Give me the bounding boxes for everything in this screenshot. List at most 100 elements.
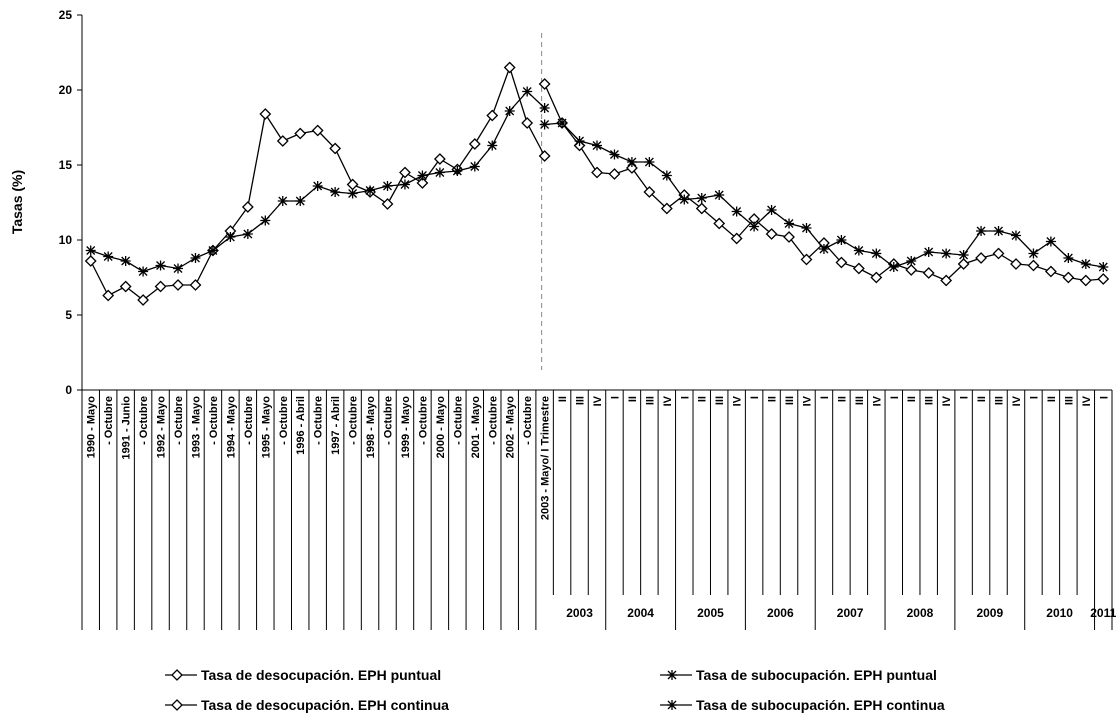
x-tick-label: 1993 - Mayo [190,396,202,459]
point [923,247,934,257]
x-tick-label: 1996 - Abril [295,396,307,455]
x-tick-label: - Octubre [138,396,150,445]
point [992,247,1005,260]
x-tick-label: II [836,396,848,402]
point [486,109,499,122]
point [503,61,516,74]
point [643,186,656,198]
point [609,149,620,160]
point [330,187,341,197]
x-tick-label: 2003 - Mayo/ I Trimestre [540,396,552,520]
point [346,178,359,191]
point [1027,259,1040,272]
x-tick-label: IV [592,395,604,406]
x-tick-label: - Octubre [522,396,534,445]
point [155,260,166,271]
point [468,138,481,150]
point [1080,259,1091,269]
point [574,136,585,146]
point [801,223,812,233]
year-group-label: 2007 [837,606,864,620]
x-tick-label: II [976,396,988,402]
point [1097,273,1110,285]
year-group-label: 2003 [566,606,593,620]
point [259,108,272,120]
year-group-label: 2008 [907,606,934,620]
point [958,250,969,260]
year-group-label: 2006 [767,606,794,620]
point [539,103,550,113]
point [504,106,515,116]
x-tick-label: - Octubre [383,396,395,445]
year-group-label: 2004 [627,606,654,620]
point [836,235,847,245]
x-tick-label: - Octubre [173,396,185,445]
point [312,181,323,191]
point [714,190,725,200]
point [207,245,218,256]
year-group-label: 2009 [976,606,1003,620]
point [1010,230,1021,241]
point [660,202,673,215]
point [608,168,621,180]
point [975,252,987,264]
point [784,218,795,229]
point [138,266,149,277]
point [1079,274,1092,287]
point [241,201,254,213]
point [103,251,114,262]
point [852,262,865,275]
point [416,177,429,189]
legend-label: Tasa de desocupación. EPH continua [201,697,449,713]
x-tick-label: - Octubre [243,396,255,445]
point [993,226,1004,236]
point [644,157,655,167]
year-group-label: 2011 [1090,606,1116,620]
x-tick-label: II [557,396,569,402]
point [277,196,288,206]
year-group-label: 2010 [1046,606,1073,620]
point [1098,262,1109,272]
x-tick-label: IV [801,395,813,406]
point [835,256,848,269]
x-tick-label: II [1046,396,1058,402]
point [452,166,463,176]
point [766,205,777,215]
x-tick-label: III [644,396,656,405]
point [434,167,445,178]
point [888,262,899,272]
x-tick-label: - Octubre [313,396,325,445]
point [242,229,253,239]
y-tick-label: 0 [65,383,72,397]
x-tick-label: III [714,396,726,405]
point [276,135,289,147]
x-tick-label: III [784,396,796,405]
point [713,217,726,230]
point [1063,253,1074,263]
legend-label: Tasa de subocupación. EPH puntual [696,667,937,683]
x-tick-label: - Octubre [487,396,499,445]
point [399,166,411,179]
point [538,150,551,162]
x-tick-label: I [679,396,691,399]
x-tick-label: 1997 - Abril [330,396,342,455]
point [189,279,202,291]
point [172,279,184,291]
point [85,245,96,256]
x-tick-label: - Octubre [417,396,429,445]
point [382,181,393,191]
point [800,253,813,266]
point [294,127,307,140]
x-tick-label: 1998 - Mayo [365,396,377,459]
point [1062,271,1075,284]
x-tick-label: I [889,396,901,399]
point [1045,236,1056,247]
point [922,267,935,279]
point [730,232,743,245]
x-tick-label: IV [662,395,674,406]
x-tick-label: IV [1081,395,1093,406]
year-group-label: 2005 [697,606,724,620]
point [171,669,183,681]
point [433,153,446,165]
